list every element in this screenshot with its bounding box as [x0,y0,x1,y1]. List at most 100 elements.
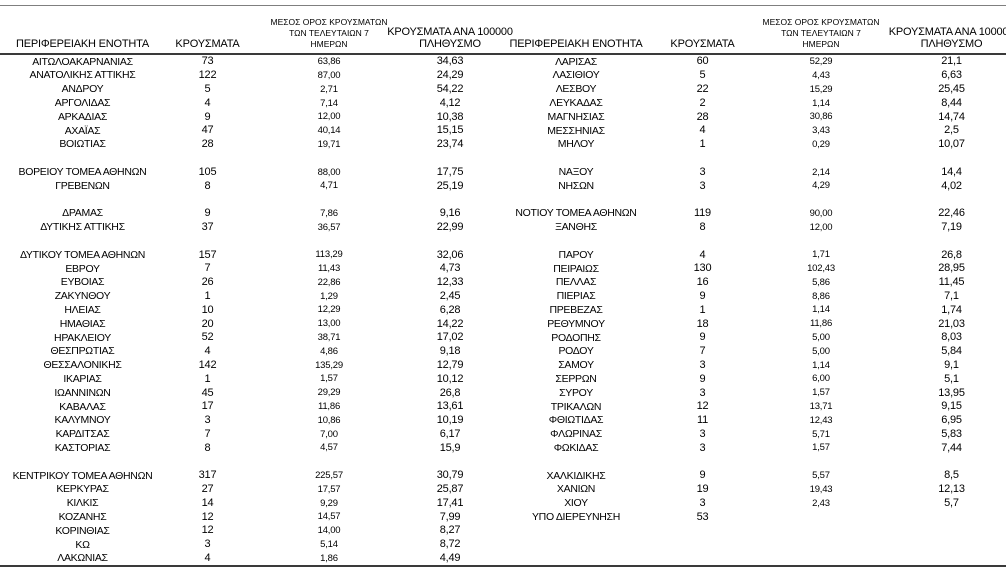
right-avg7-cell: 1,14 [812,359,830,371]
header-per100k-left: ΚΡΟΥΣΜΑΤΑ ΑΝΑ 100000 ΠΛΗΘΥΣΜΟ [387,5,513,55]
right-avg7-cell: 5,86 [812,276,830,288]
left-per100k-cell: 13,61 [436,400,464,413]
left-region-cell: ΑΝΑΤΟΛΙΚΗΣ ΑΤΤΙΚΗΣ [29,69,136,82]
left-region-cell: ΘΕΣΣΑΛΟΝΙΚΗΣ [43,359,122,372]
header-per100k-right: ΚΡΟΥΣΜΑΤΑ ΑΝΑ 100000 ΠΛΗΘΥΣΜΟ [889,5,1006,55]
left-region-cell: ΗΜΑΘΙΑΣ [59,317,106,330]
left-cases-cell: 73 [201,55,214,68]
right-cases-cell: 22 [696,82,709,95]
table-row: ΙΚΑΡΙΑΣ 1 1,57 10,12 ΣΕΡΡΩΝ 9 6,00 5,1 [0,372,1006,386]
header-avg7-line1: ΜΕΣΟΣ ΟΡΟΣ ΚΡΟΥΣΜΑΤΩΝ [762,16,880,27]
right-region-cell [492,552,660,567]
left-avg7-cell: 36,57 [317,221,341,233]
right-region-cell: ΠΙΕΡΙΑΣ [556,290,596,303]
table-row: ΑΡΓΟΛΙΔΑΣ 4 7,14 4,12 ΛΕΥΚΑΔΑΣ 2 1,14 8,44 [0,96,1006,110]
left-cases-cell [165,193,250,207]
left-region-cell: ΛΑΚΩΝΙΑΣ [57,552,108,565]
table-row: ΑΡΚΑΔΙΑΣ 9 12,00 10,38 ΜΑΓΝΗΣΙΑΣ 28 30,86 14,74 [0,110,1006,124]
left-cases-cell: 8 [204,179,211,192]
right-avg7-cell: 4,29 [812,180,830,192]
right-cases-cell: 9 [699,372,706,385]
left-avg7-cell: 14,57 [317,511,341,523]
right-avg7-cell [745,455,897,469]
left-avg7-cell: 88,00 [317,166,341,178]
right-region-cell: ΦΘΙΩΤΙΔΑΣ [548,414,604,427]
right-cases-cell: 9 [699,469,706,482]
right-avg7-cell: 2,43 [812,497,830,509]
left-cases-cell: 47 [201,124,214,137]
left-avg7-cell: 12,00 [317,111,341,123]
table-row: ΗΜΑΘΙΑΣ 20 13,00 14,22 ΡΕΘΥΜΝΟΥ 18 11,86 21,03 [0,317,1006,331]
right-avg7-cell: 4,43 [812,69,830,81]
spacer-row [0,152,1006,166]
left-per100k-cell: 12,33 [436,276,464,289]
left-per100k-cell: 30,79 [436,469,464,482]
right-cases-cell: 7 [699,345,706,358]
header-avg7-line2: ΤΩΝ ΤΕΛΕΥΤΑΙΩΝ 7 [781,27,861,38]
right-avg7-cell: 5,00 [812,345,830,357]
table-row: ΙΩΑΝΝΙΝΩΝ 45 29,29 26,8 ΣΥΡΟΥ 3 1,57 13,95 [0,386,1006,400]
left-avg7-cell [250,234,408,248]
header-cases-label: ΚΡΟΥΣΜΑΤΑ [175,38,240,50]
right-region-cell: ΜΕΣΣΗΝΙΑΣ [547,124,605,137]
table-row: ΚΟΖΑΝΗΣ 12 14,57 7,99 ΥΠΟ ΔΙΕΡΕΥΝΗΣΗ 53 [0,510,1006,524]
left-region-cell: ΚΩ [75,538,90,551]
right-avg7-cell: 13,71 [809,401,833,413]
left-region-cell [0,193,165,207]
table-row: ΔΥΤΙΚΟΥ ΤΟΜΕΑ ΑΘΗΝΩΝ 157 113,29 32,06 ΠΑΡΟΥ 4… [0,248,1006,262]
right-per100k-cell: 13,95 [938,386,965,399]
left-region-cell: ΔΡΑΜΑΣ [62,207,103,220]
left-avg7-cell: 19,71 [317,138,341,150]
right-avg7-cell [745,193,897,207]
left-cases-cell [165,234,250,248]
right-cases-cell: 3 [699,165,706,178]
right-avg7-cell: 52,29 [809,56,833,68]
right-avg7-cell [745,538,897,552]
left-region-cell: ΘΕΣΠΡΩΤΙΑΣ [50,345,115,358]
right-region-cell: ΦΛΩΡΙΝΑΣ [550,428,602,441]
left-per100k-cell: 34,63 [436,55,464,68]
right-region-cell [492,193,660,207]
right-avg7-cell: 90,00 [809,207,833,219]
right-region-cell: ΜΗΛΟΥ [557,138,595,151]
table-row: ΚΩ 3 5,14 8,72 [0,538,1006,552]
table-row: ΛΑΚΩΝΙΑΣ 4 1,86 4,49 [0,552,1006,567]
right-per100k-cell: 14,4 [941,165,962,178]
table-row: ΚΕΡΚΥΡΑΣ 27 17,57 25,87 ΧΑΝΙΩΝ 19 19,43 12,13 [0,483,1006,497]
left-cases-cell: 12 [201,524,214,537]
spacer-row [0,193,1006,207]
right-per100k-cell: 2,5 [944,124,959,137]
table-header: ΠΕΡΙΦΕΡΕΙΑΚΗ ΕΝΟΤΗΤΑ ΚΡΟΥΣΜΑΤΑ ΜΕΣΟΣ ΟΡΟ… [0,5,1006,55]
table-row: ΚΑΣΤΟΡΙΑΣ 8 4,57 15,9 ΦΩΚΙΔΑΣ 3 1,57 7,44 [0,441,1006,455]
right-per100k-cell [897,234,1006,248]
table-row: ΚΕΝΤΡΙΚΟΥ ΤΟΜΕΑ ΑΘΗΝΩΝ 317 225,57 30,79 ΧΑΛΚ… [0,469,1006,483]
left-cases-cell: 157 [198,248,217,261]
left-per100k-cell: 12,79 [436,358,464,371]
left-region-cell [0,152,165,166]
right-per100k-cell: 9,15 [941,400,962,413]
left-avg7-cell: 7,14 [320,97,338,109]
right-per100k-cell: 11,45 [938,276,965,289]
left-per100k-cell: 15,15 [436,124,464,137]
right-region-cell: ΣΥΡΟΥ [559,386,593,399]
right-cases-cell [660,524,745,538]
header-region-label: ΠΕΡΙΦΕΡΕΙΑΚΗ ΕΝΟΤΗΤΑ [16,38,149,50]
left-cases-cell: 45 [201,386,214,399]
right-cases-cell: 1 [699,303,706,316]
right-region-cell: ΡΟΔΟΥ [558,345,594,358]
left-region-cell: ΒΟΡΕΙΟΥ ΤΟΜΕΑ ΑΘΗΝΩΝ [18,166,147,179]
right-per100k-cell: 7,19 [941,220,962,233]
left-avg7-cell: 63,86 [317,56,341,68]
right-per100k-cell [897,524,1006,538]
left-avg7-cell: 2,71 [320,83,338,95]
left-per100k-cell: 26,8 [439,386,461,399]
right-per100k-cell: 26,8 [941,248,962,261]
left-avg7-cell: 13,00 [317,318,341,330]
right-cases-cell: 11 [696,414,709,427]
right-per100k-cell: 4,02 [941,179,962,192]
header-region-label: ΠΕΡΙΦΕΡΕΙΑΚΗ ΕΝΟΤΗΤΑ [509,38,643,50]
left-cases-cell: 4 [204,345,211,358]
right-per100k-cell: 8,03 [941,331,962,344]
table-row: ΘΕΣΠΡΩΤΙΑΣ 4 4,86 9,18 ΡΟΔΟΥ 7 5,00 5,84 [0,345,1006,359]
header-per100k-line2: ΠΛΗΘΥΣΜΟ [419,38,481,50]
